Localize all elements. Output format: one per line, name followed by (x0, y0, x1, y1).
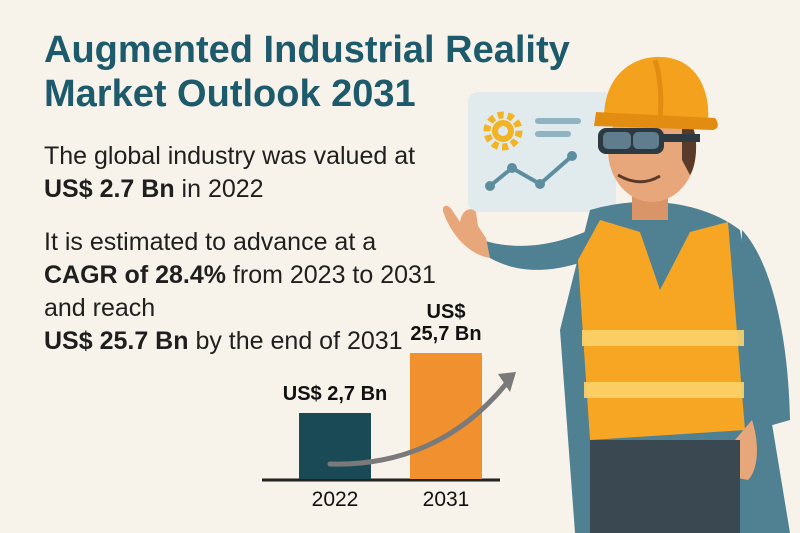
forecast-text: It is estimated to advance at a CAGR of 2… (44, 226, 464, 358)
x-tick-2022: 2022 (311, 488, 359, 511)
valuation-post: in 2022 (174, 175, 264, 203)
cagr-value: CAGR of 28.4% (44, 261, 226, 289)
page-title: Augmented Industrial Reality Market Outl… (44, 29, 570, 115)
ar-glasses-icon (598, 128, 700, 154)
gear-icon (483, 111, 523, 151)
x-tick-2031: 2031 (422, 488, 470, 511)
growth-arrow (327, 372, 516, 467)
valuation-text: The global industry was valued at US$ 2.7… (44, 140, 484, 206)
forecast-post: by the end of 2031 (188, 327, 403, 355)
worker-body (560, 201, 790, 533)
hard-hat-icon (594, 56, 718, 130)
forecast-pre: It is estimated to advance at a (44, 228, 377, 256)
data-label-2022: US$ 2,7 Bn (282, 383, 388, 405)
trousers (590, 440, 740, 533)
panel-line (535, 131, 571, 137)
panel-line (535, 118, 581, 124)
bar-2022 (299, 413, 371, 479)
valuation-pre: The global industry was valued at (44, 142, 416, 170)
chart-bars (299, 353, 482, 479)
valuation-value: US$ 2.7 Bn (44, 175, 175, 203)
line-chart-icon (485, 151, 577, 191)
data-label-2031: US$ 25,7 Bn (410, 301, 482, 345)
ar-panel (468, 92, 616, 212)
reflective-stripe (582, 330, 744, 346)
bar-2031 (410, 353, 482, 479)
forecast-value: US$ 25.7 Bn (44, 327, 189, 355)
forecast-mid: from 2023 to 2031 and reach (44, 261, 436, 322)
reflective-stripe (584, 382, 744, 398)
